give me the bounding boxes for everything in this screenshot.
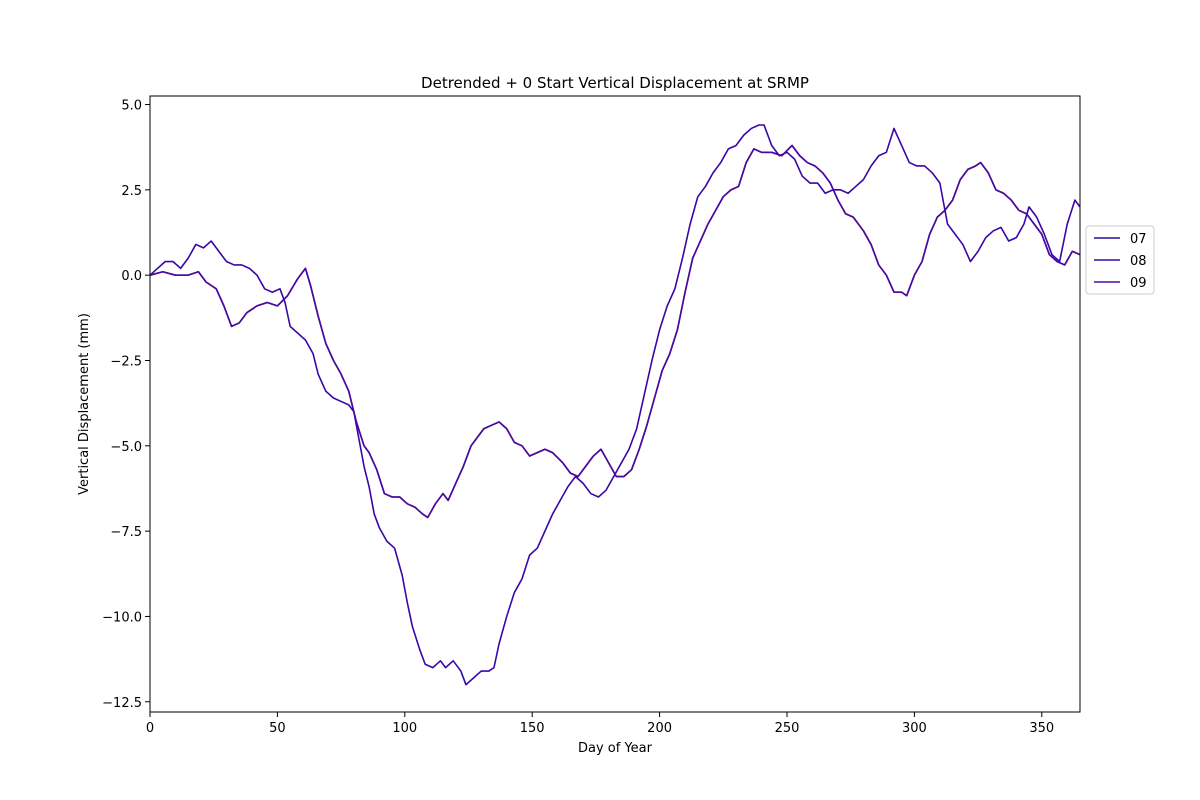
- plot-area: [150, 96, 1080, 712]
- y-tick-label: 2.5: [121, 184, 142, 199]
- legend-label-08: 08: [1130, 254, 1147, 269]
- x-tick-label: 300: [902, 721, 927, 736]
- y-tick-label: −5.0: [110, 440, 142, 455]
- x-axis: 0 50 100 150 200 250 300 350: [146, 712, 1054, 736]
- y-tick-label: −2.5: [110, 354, 142, 369]
- plot-frame: [149, 95, 1081, 713]
- y-tick-label: −12.5: [102, 696, 142, 711]
- series-layer: [149, 124, 1081, 686]
- y-tick-label: −7.5: [110, 525, 142, 540]
- chart-title: Detrended + 0 Start Vertical Displacemen…: [421, 74, 809, 92]
- x-axis-label: Day of Year: [578, 741, 653, 756]
- legend-label-09: 09: [1130, 276, 1147, 291]
- x-tick-label: 200: [647, 721, 672, 736]
- x-tick-label: 50: [269, 721, 286, 736]
- x-tick-label: 100: [392, 721, 417, 736]
- y-tick-label: 5.0: [121, 99, 142, 114]
- y-axis: 5.0 2.5 0.0 −2.5 −5.0 −7.5 −10.0 −12.5: [102, 99, 150, 711]
- x-tick-label: 0: [146, 721, 154, 736]
- x-tick-label: 350: [1029, 721, 1054, 736]
- legend: 07 08 09: [1085, 225, 1155, 295]
- y-tick-label: −10.0: [102, 610, 142, 625]
- legend-label-07: 07: [1130, 232, 1147, 247]
- x-tick-label: 250: [775, 721, 800, 736]
- x-tick-label: 150: [520, 721, 545, 736]
- series-line-09: [149, 144, 1081, 519]
- series-line-08: [149, 124, 1081, 686]
- y-axis-label: Vertical Displacement (mm): [77, 313, 92, 495]
- y-tick-label: 0.0: [121, 269, 142, 284]
